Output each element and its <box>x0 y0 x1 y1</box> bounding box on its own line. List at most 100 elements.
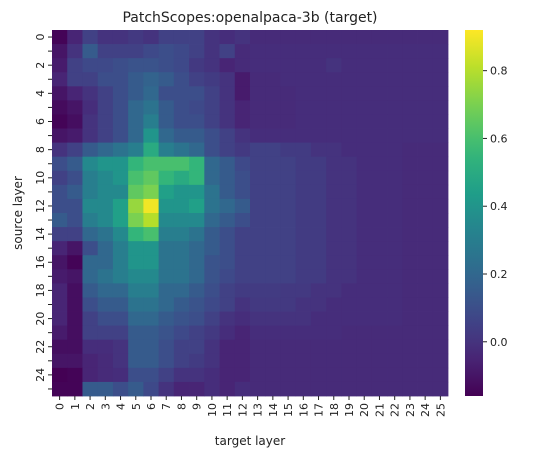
heatmap-cell <box>402 339 418 355</box>
heatmap-cell <box>310 100 327 115</box>
heatmap-cell <box>204 283 220 298</box>
heatmap-cell <box>326 339 342 355</box>
heatmap-cell <box>265 367 281 383</box>
heatmap-cell <box>82 100 99 115</box>
heatmap-cell <box>280 44 297 59</box>
heatmap-cell <box>173 114 190 129</box>
heatmap-cell <box>52 283 68 298</box>
heatmap-cell <box>143 170 160 186</box>
heatmap-cell <box>67 86 83 101</box>
heatmap-cell <box>128 255 144 270</box>
heatmap-cell <box>173 170 190 186</box>
heatmap-cell <box>387 30 403 45</box>
heatmap-cell <box>219 367 236 383</box>
heatmap-cell <box>310 86 327 101</box>
heatmap-cell <box>371 44 388 59</box>
heatmap-cell <box>97 44 114 59</box>
heatmap-cell <box>341 58 358 73</box>
heatmap-cell <box>82 227 99 242</box>
heatmap-cell <box>402 198 418 214</box>
heatmap-cell <box>341 367 358 383</box>
heatmap-cell <box>52 269 68 284</box>
heatmap-cell <box>204 269 220 284</box>
heatmap-cell <box>250 227 266 242</box>
heatmap-cell <box>234 128 251 144</box>
heatmap-cell <box>295 142 312 158</box>
heatmap-cell <box>234 269 251 284</box>
heatmap-cell <box>158 156 175 172</box>
heatmap-cell <box>280 114 297 129</box>
heatmap-cell <box>189 100 205 115</box>
heatmap-cell <box>128 128 144 144</box>
heatmap-cell <box>158 170 175 186</box>
heatmap-cell <box>417 44 434 59</box>
heatmap-cell <box>128 142 144 158</box>
heatmap-cell <box>356 381 373 397</box>
heatmap-cell <box>189 297 205 312</box>
heatmap-cell <box>234 227 251 242</box>
heatmap-cell <box>143 142 160 158</box>
heatmap-cell <box>310 367 327 383</box>
heatmap-cell <box>250 114 266 129</box>
heatmap-cell <box>326 114 342 129</box>
heatmap-cell <box>67 213 83 228</box>
heatmap-cell <box>97 241 114 256</box>
heatmap-cell <box>52 142 68 158</box>
heatmap-cell <box>326 72 342 87</box>
heatmap-cell <box>280 311 297 327</box>
heatmap-cell <box>295 213 312 228</box>
heatmap-cell <box>432 86 449 101</box>
heatmap-cell <box>356 72 373 87</box>
heatmap-cell <box>67 198 83 214</box>
heatmap-cell <box>158 311 175 327</box>
heatmap-cell <box>67 58 83 73</box>
heatmap-cell <box>326 213 342 228</box>
heatmap-cell <box>173 367 190 383</box>
heatmap-cell <box>387 142 403 158</box>
heatmap-cell <box>371 142 388 158</box>
heatmap-cell <box>280 381 297 397</box>
heatmap-cell <box>387 114 403 129</box>
x-axis-label: target layer <box>215 434 285 448</box>
heatmap-cell <box>295 72 312 87</box>
heatmap-cell <box>82 86 99 101</box>
heatmap-cell <box>128 381 144 397</box>
heatmap-cell <box>234 339 251 355</box>
heatmap-cell <box>371 353 388 369</box>
heatmap-cell <box>417 114 434 129</box>
heatmap-cell <box>387 72 403 87</box>
heatmap-cell <box>250 297 266 312</box>
heatmap-cell <box>204 128 220 144</box>
heatmap-cell <box>387 255 403 270</box>
heatmap-cell <box>204 339 220 355</box>
heatmap-cell <box>112 198 129 214</box>
heatmap-cell <box>234 142 251 158</box>
heatmap-cell <box>265 241 281 256</box>
x-tick-label: 23 <box>404 403 417 417</box>
heatmap-cell <box>173 198 190 214</box>
heatmap-cell <box>250 241 266 256</box>
heatmap-cell <box>432 283 449 298</box>
heatmap-cell <box>219 44 236 59</box>
heatmap-cell <box>158 325 175 341</box>
heatmap-cell <box>265 86 281 101</box>
heatmap-cell <box>280 255 297 270</box>
heatmap-cell <box>128 100 144 115</box>
heatmap-cell <box>280 184 297 200</box>
heatmap-cell <box>82 241 99 256</box>
heatmap-cell <box>250 184 266 200</box>
heatmap-cell <box>310 184 327 200</box>
heatmap-cell <box>112 255 129 270</box>
heatmap-cell <box>432 128 449 144</box>
heatmap-cell <box>371 30 388 45</box>
heatmap-cell <box>112 114 129 129</box>
heatmap-cell <box>402 100 418 115</box>
heatmap-cell <box>341 72 358 87</box>
heatmap-cell <box>341 381 358 397</box>
heatmap-cell <box>417 269 434 284</box>
heatmap-cell <box>173 86 190 101</box>
x-tick-label: 11 <box>221 403 234 417</box>
heatmap-cell <box>143 227 160 242</box>
heatmap-cell <box>52 213 68 228</box>
heatmap-cell <box>265 114 281 129</box>
